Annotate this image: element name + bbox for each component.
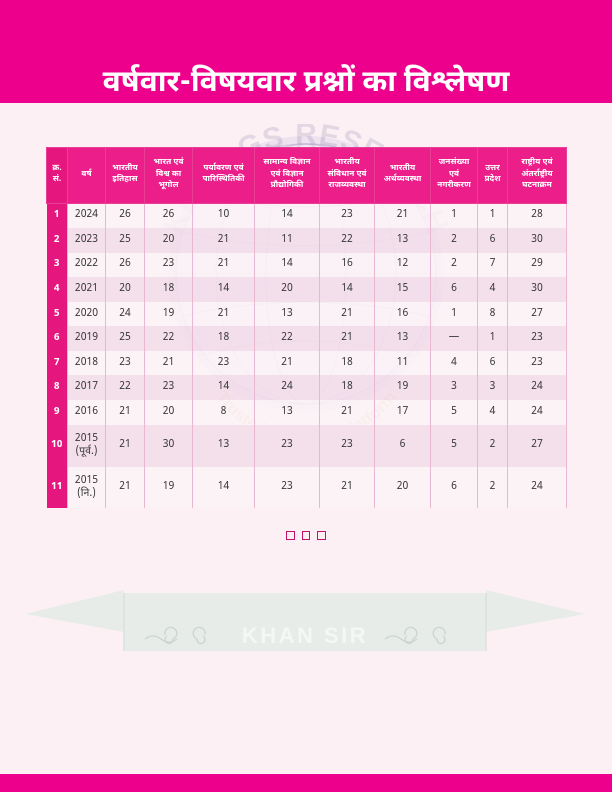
svg-text:KHAN SIR: KHAN SIR <box>242 623 368 648</box>
